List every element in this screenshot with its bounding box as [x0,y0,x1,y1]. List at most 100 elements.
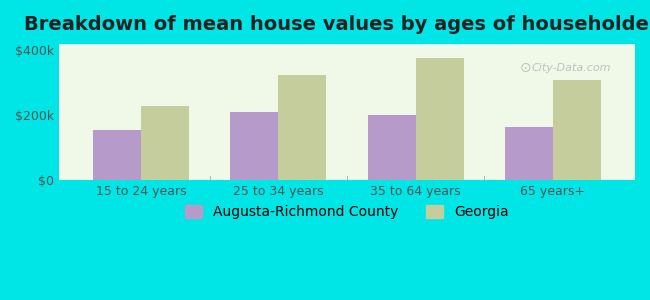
Bar [59,45,635,46]
Bar [504,127,552,180]
Bar [59,44,635,46]
Bar [59,45,635,46]
Bar [59,44,635,46]
Bar [59,44,635,46]
Bar [59,45,635,46]
Bar [59,44,635,46]
Bar [59,45,635,46]
Bar [59,44,635,46]
Bar [59,44,635,45]
Bar [59,45,635,46]
Bar [415,58,463,180]
Bar [59,45,635,46]
Bar [59,45,635,46]
Bar [59,44,635,45]
Bar [59,45,635,46]
Bar [59,45,635,46]
Bar [59,45,635,46]
Legend: Augusta-Richmond County, Georgia: Augusta-Richmond County, Georgia [180,200,514,225]
Bar [59,45,635,46]
Bar [59,45,635,46]
Bar [59,45,635,46]
Bar [59,44,635,46]
Bar [59,45,635,46]
Bar [59,44,635,45]
Bar [59,44,635,46]
Bar [59,45,635,46]
Bar [59,45,635,46]
Bar [59,44,635,45]
Bar [278,75,326,180]
Bar [59,45,635,46]
Bar [59,44,635,46]
Bar [367,115,415,180]
Bar [59,44,635,46]
Bar [59,44,635,46]
Bar [59,44,635,45]
Bar [59,45,635,46]
Bar [59,44,635,45]
Bar [59,44,635,46]
Bar [59,45,635,46]
Bar [59,45,635,46]
Bar [59,45,635,46]
Bar [59,45,635,46]
Bar [59,44,635,46]
Bar [59,45,635,46]
Bar [59,44,635,46]
Bar [59,45,635,46]
Bar [59,45,635,46]
Bar [59,45,635,46]
Text: City-Data.com: City-Data.com [531,63,611,74]
Bar [59,44,635,45]
Bar [59,44,635,45]
Title: Breakdown of mean house values by ages of householders: Breakdown of mean house values by ages o… [24,15,650,34]
Bar [59,45,635,46]
Bar [59,45,635,46]
Bar [59,44,635,46]
Bar [59,45,635,46]
Bar [59,45,635,46]
Bar [59,44,635,45]
Bar [59,45,635,46]
Bar [59,45,635,46]
Bar [59,45,635,46]
Bar [59,45,635,46]
Bar [59,44,635,45]
Bar [59,44,635,46]
Bar [59,44,635,46]
Bar [59,45,635,46]
Bar [59,45,635,46]
Bar [59,44,635,46]
Bar [59,44,635,46]
Bar [59,45,635,46]
Bar [59,45,635,46]
Bar [59,44,635,46]
Bar [59,45,635,46]
Bar [59,44,635,46]
Bar [59,45,635,46]
Bar [59,45,635,46]
Bar [59,44,635,46]
Bar [59,45,635,46]
Bar [59,44,635,45]
Bar [59,45,635,46]
Bar [141,106,189,180]
Bar [59,45,635,46]
Bar [59,44,635,46]
Bar [59,44,635,46]
Bar [59,44,635,46]
Bar [59,44,635,46]
Bar [59,44,635,46]
Bar [59,44,635,45]
Bar [230,112,278,180]
Bar [59,45,635,46]
Bar [59,44,635,46]
Bar [59,45,635,46]
Bar [59,45,635,46]
Bar [59,45,635,46]
Bar [59,45,635,46]
Bar [59,44,635,46]
Bar [59,44,635,46]
Bar [59,44,635,45]
